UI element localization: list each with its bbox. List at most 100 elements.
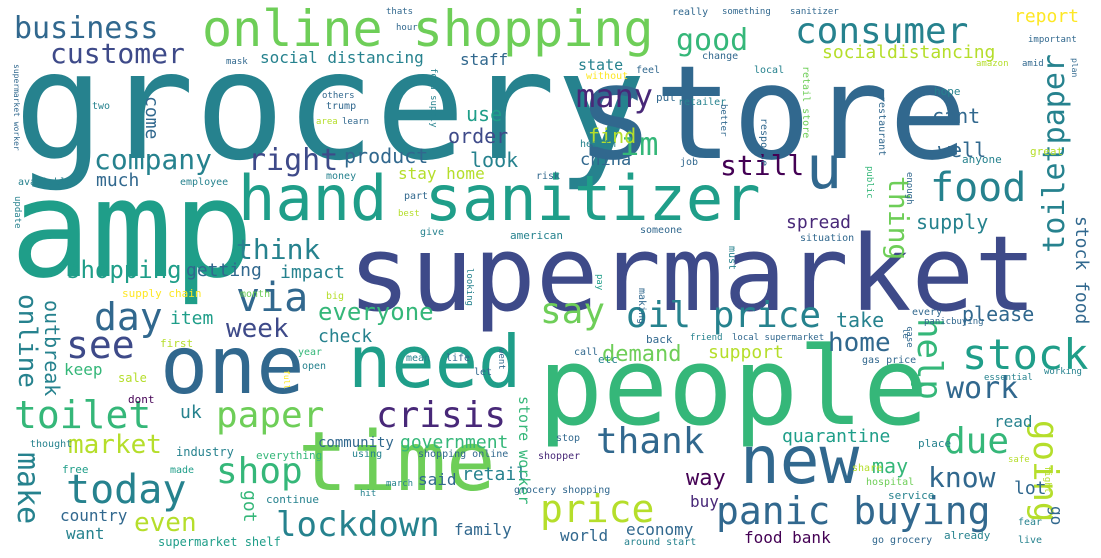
- word-say: say: [540, 291, 606, 332]
- word-went: went: [496, 348, 506, 370]
- word-community: community: [318, 435, 394, 451]
- word-today: today: [66, 467, 187, 513]
- word-well: well: [938, 138, 987, 162]
- word-hand-sanitizer: hand sanitizer: [238, 162, 761, 235]
- word-hospital: hospital: [866, 477, 915, 488]
- word-demand: demand: [602, 342, 682, 367]
- word-life: life: [446, 353, 471, 364]
- word-work: work: [946, 371, 1019, 406]
- word-said: said: [418, 470, 457, 489]
- word-response: response: [758, 118, 769, 167]
- word-spread: spread: [786, 212, 852, 233]
- word-thing: thing: [882, 176, 915, 261]
- word-gas-price: gas price: [862, 355, 917, 366]
- word-market: market: [68, 430, 162, 460]
- word-give: give: [420, 227, 445, 238]
- word-price: price: [540, 487, 655, 531]
- word-please: please: [962, 302, 1035, 326]
- word-made: made: [170, 465, 195, 476]
- word-im: im: [620, 125, 659, 163]
- word-go: go: [1047, 506, 1066, 526]
- word-place: place: [918, 437, 952, 450]
- word-first: first: [160, 337, 194, 350]
- word-even: even: [134, 508, 197, 538]
- word-important: important: [1028, 35, 1077, 45]
- word-need: need: [348, 320, 522, 404]
- word-go-grocery: go grocery: [872, 535, 933, 546]
- word-food-supply: food supply: [428, 68, 438, 128]
- word-retailer: retailer: [678, 97, 727, 108]
- word-social-distancing: social distancing: [260, 48, 424, 67]
- word-help: help: [909, 318, 949, 400]
- word-good: good: [676, 23, 749, 58]
- word-full: full: [282, 370, 291, 390]
- word-world: world: [560, 526, 609, 545]
- word-thank: thank: [596, 421, 705, 462]
- word-mean: mean: [406, 353, 431, 364]
- word-month: month: [240, 289, 271, 300]
- word-supply-chain: supply chain: [122, 287, 202, 300]
- word-impact: impact: [280, 262, 346, 283]
- word-want: want: [66, 524, 105, 543]
- word-american: american: [510, 229, 563, 242]
- word-know: know: [928, 461, 996, 494]
- word-uk: uk: [180, 402, 202, 423]
- word-store-worker: store worker: [515, 396, 533, 505]
- word-state: state: [578, 56, 624, 74]
- word-economy: economy: [626, 520, 694, 539]
- word-right: right: [248, 143, 339, 178]
- word-shop: shop: [216, 451, 303, 492]
- word-online: online: [12, 294, 42, 388]
- word-panicbuying: panicbuying: [924, 317, 984, 327]
- word-hit: hit: [360, 489, 377, 499]
- word-situation: situation: [800, 233, 855, 244]
- word-area: area: [316, 117, 338, 127]
- word-etc: etc: [598, 353, 618, 366]
- word-risk: risk: [536, 171, 561, 182]
- word-people: people: [538, 325, 929, 450]
- word-everything: everything: [256, 449, 323, 462]
- word-supermarket: supermarket: [348, 213, 1037, 335]
- word-customer: customer: [50, 37, 185, 70]
- word-use: use: [466, 102, 503, 126]
- word-put: put: [656, 91, 676, 104]
- word-everyone: everyone: [318, 298, 434, 326]
- word-best: best: [398, 209, 420, 219]
- word-year: year: [298, 347, 323, 358]
- word-every: every: [912, 307, 943, 318]
- word-report: report: [1014, 6, 1080, 27]
- word-item: item: [170, 308, 214, 329]
- word-support: support: [708, 342, 784, 363]
- word-money: money: [326, 171, 357, 182]
- word-two: two: [92, 101, 111, 112]
- word-service: service: [888, 489, 935, 502]
- word-update: update: [12, 196, 22, 229]
- word-staff: staff: [460, 50, 509, 69]
- word-check: check: [318, 326, 373, 347]
- word-going: going: [1025, 420, 1065, 523]
- word-store: store: [576, 37, 968, 189]
- word-crisis: crisis: [376, 395, 507, 436]
- word-using: using: [352, 449, 383, 460]
- word-essential: essential: [984, 373, 1033, 383]
- word-local-supermarket: local supermarket: [732, 333, 825, 343]
- word-free: free: [62, 463, 89, 476]
- word-live: live: [1018, 535, 1043, 546]
- word-open: open: [302, 361, 327, 372]
- word-safe: safe: [1008, 455, 1030, 465]
- word-great: great: [1030, 145, 1064, 158]
- word-find: find: [588, 124, 637, 148]
- word-via: via: [236, 275, 309, 321]
- word-food-bank: food bank: [744, 528, 831, 547]
- word-others: others: [322, 91, 355, 101]
- word-march: march: [386, 479, 414, 489]
- word-feel: feel: [636, 65, 661, 76]
- word-thought: thought: [30, 439, 73, 450]
- word-back: back: [646, 333, 673, 346]
- word-business: business: [14, 11, 159, 46]
- word-lot: lot: [1014, 478, 1047, 499]
- word-keep: keep: [64, 360, 103, 379]
- word-online-shopping: online shopping: [202, 0, 654, 58]
- word-lockdown: lockdown: [276, 505, 440, 545]
